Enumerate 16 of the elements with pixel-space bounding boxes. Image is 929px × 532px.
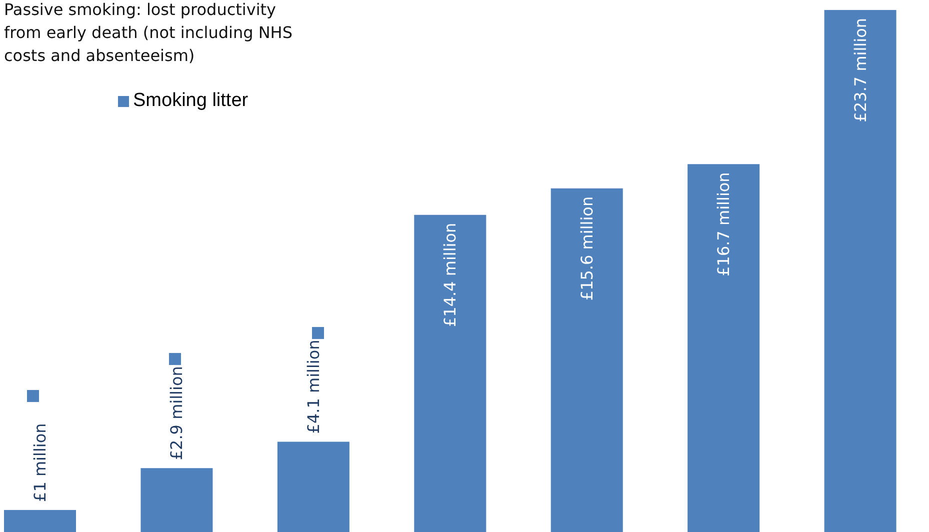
data-label: £15.6 million (577, 196, 596, 301)
bar (4, 510, 76, 532)
bar (824, 10, 896, 532)
annotation: Smoking litter (133, 90, 248, 112)
annotation: Passive smoking: lost productivity from early death (not including NHS costs and absenteeism) (4, 0, 294, 67)
data-label: £2.9 million (167, 366, 186, 460)
bar (140, 468, 213, 532)
bar (550, 188, 623, 532)
data-label: £4.1 million (304, 340, 323, 434)
bar (688, 164, 760, 532)
data-label: £23.7 million (850, 18, 870, 122)
bar (277, 442, 350, 532)
data-label: £1 million (30, 423, 50, 502)
bar (414, 214, 486, 532)
data-label: £16.7 million (714, 172, 734, 276)
data-label: £14.4 million (440, 222, 460, 328)
